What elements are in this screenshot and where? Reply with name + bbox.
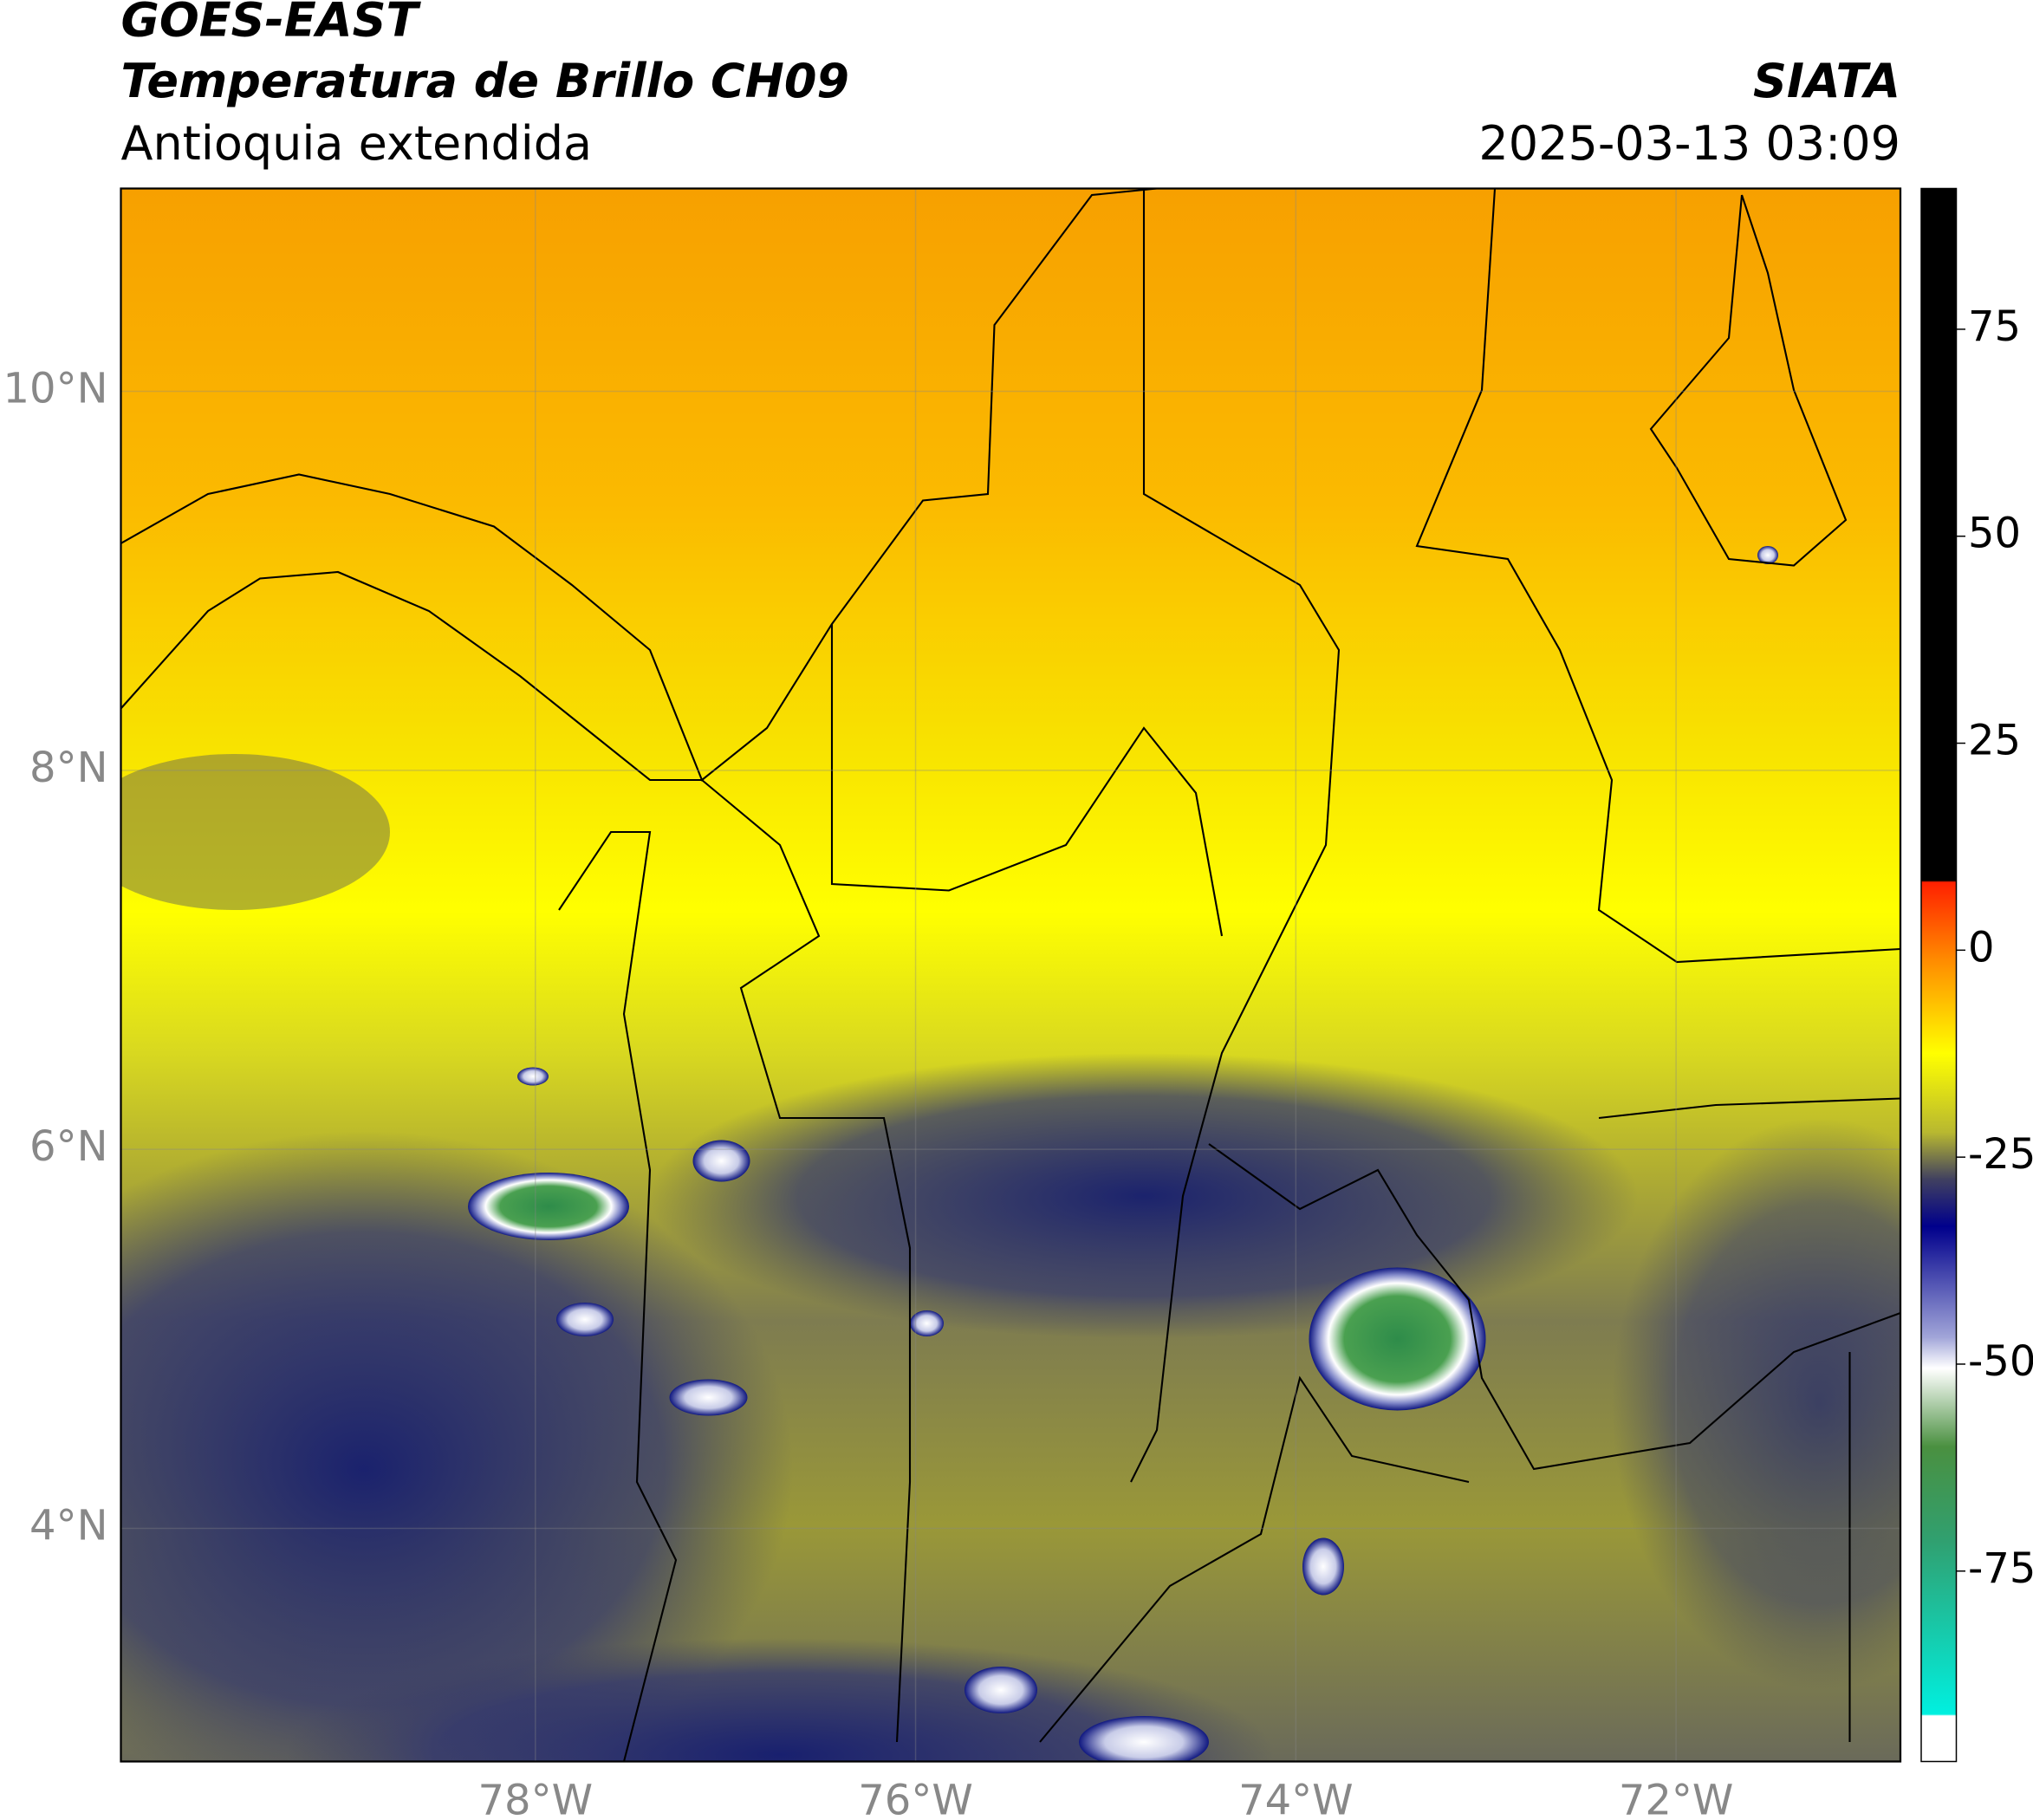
graticule xyxy=(120,188,1900,1762)
colorbar-tick-label: -75 xyxy=(1968,1544,2033,1593)
map-frame xyxy=(120,187,1902,1763)
region: Antioquia extendida xyxy=(121,116,593,171)
colorbar-tick-label: 75 xyxy=(1968,302,2021,351)
x-tick-label: 76°W xyxy=(858,1777,973,1820)
x-tick-label: 78°W xyxy=(477,1777,593,1820)
title: GOES-EAST xyxy=(121,0,422,48)
colorbar-ticks: -75 -50 -25 0 25 50 75 xyxy=(1956,302,2033,1593)
colorbar-tick-label: 50 xyxy=(1968,510,2021,558)
colorbar xyxy=(1920,187,1958,1763)
x-tick-label: 72°W xyxy=(1619,1777,1734,1820)
y-tick-label: 6°N xyxy=(29,1122,107,1171)
y-tick-label: 8°N xyxy=(29,744,107,792)
subtitle: Temperatura de Brillo CH09 xyxy=(121,54,850,108)
colorbar-tick-label: -50 xyxy=(1968,1337,2033,1386)
timestamp: 2025-03-13 03:09 xyxy=(1478,116,1900,171)
source: SIATA xyxy=(1753,54,1900,108)
colorbar-tick-label: 0 xyxy=(1968,923,1995,972)
x-tick-label: 74°W xyxy=(1238,1777,1354,1820)
map-image xyxy=(120,188,1900,1762)
y-tick-label: 4°N xyxy=(29,1502,107,1550)
y-tick-label: 10°N xyxy=(3,364,108,413)
colorbar-tick-label: 25 xyxy=(1968,717,2021,765)
colorbar-tick-label: -25 xyxy=(1968,1130,2033,1179)
